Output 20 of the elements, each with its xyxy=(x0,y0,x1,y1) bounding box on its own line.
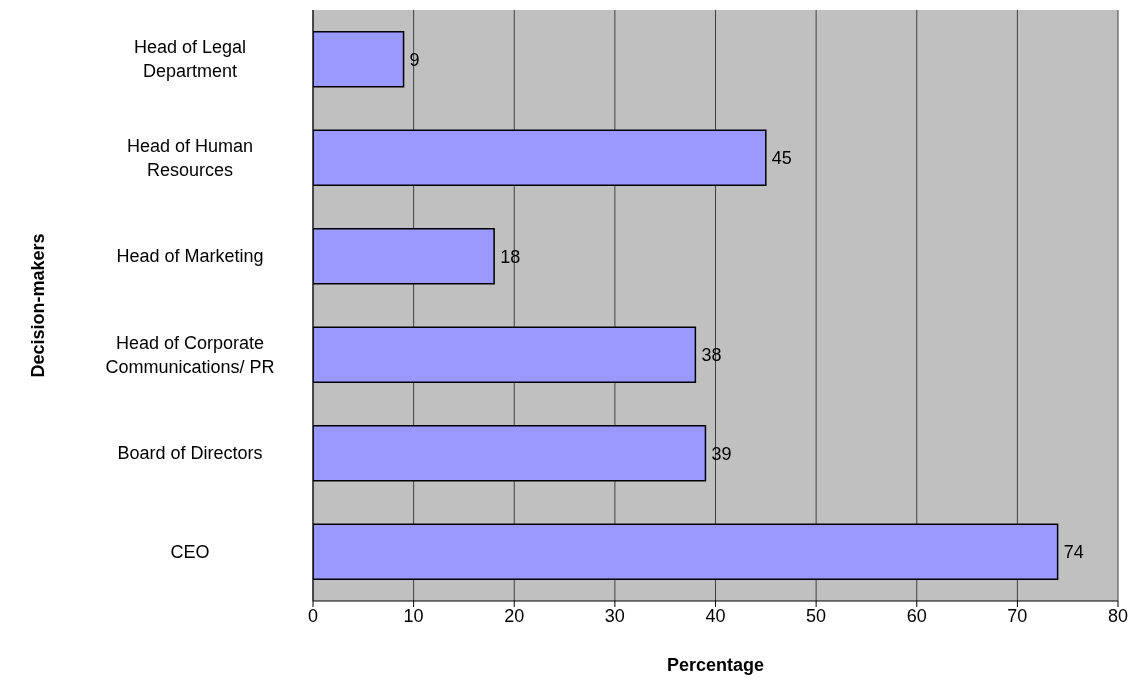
x-tick-label: 40 xyxy=(705,605,726,626)
y-tick-label: CEO xyxy=(170,541,210,562)
x-tick-label: 60 xyxy=(906,605,927,626)
y-axis-title: Decision-makers xyxy=(28,233,49,378)
y-tick-label: Head of Corporate Communications/ PR xyxy=(105,332,275,377)
y-tick-label: Head of Legal Department xyxy=(133,37,247,82)
x-tick-label: 10 xyxy=(403,605,424,626)
data-label: 18 xyxy=(500,246,521,267)
x-tick-label: 70 xyxy=(1007,605,1028,626)
x-tick-label: 0 xyxy=(307,605,319,626)
x-tick-label: 30 xyxy=(604,605,625,626)
x-tick-label: 20 xyxy=(504,605,525,626)
x-axis-title: Percentage xyxy=(666,655,765,675)
x-tick-label: 50 xyxy=(806,605,827,626)
y-tick-label: Head of Human Resources xyxy=(126,135,254,180)
y-tick-label: Head of Marketing xyxy=(116,246,264,267)
data-label: 74 xyxy=(1063,542,1084,563)
data-label: 45 xyxy=(771,148,792,169)
x-tick-label: 80 xyxy=(1107,605,1129,626)
y-tick-label: Board of Directors xyxy=(117,443,263,464)
